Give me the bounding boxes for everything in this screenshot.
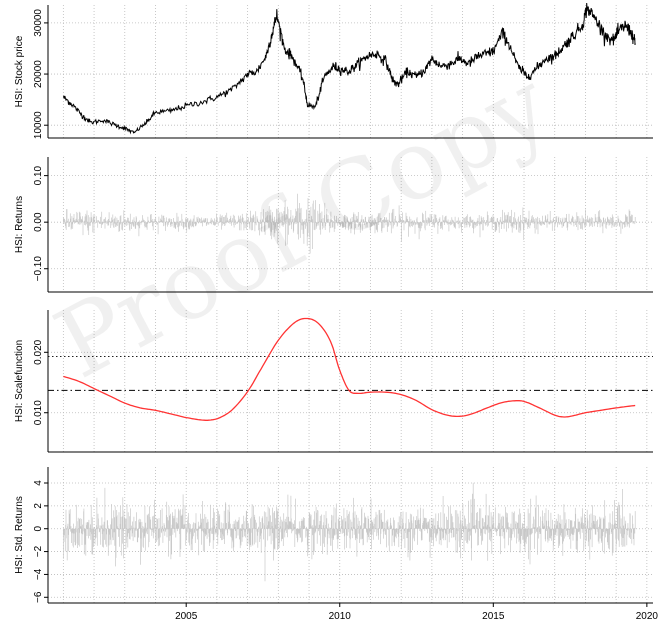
series-line-std-returns xyxy=(63,482,636,582)
x-tick-label: 2020 xyxy=(636,611,659,622)
y-tick-label: 0.020 xyxy=(33,339,44,364)
series-line-scalefunction xyxy=(63,317,636,421)
y-tick-label: 2 xyxy=(33,503,44,509)
y-tick-label: 30000 xyxy=(33,9,44,37)
y-axis-label: HSI: Std. Returns xyxy=(14,496,25,574)
y-tick-label: −2 xyxy=(33,545,44,557)
panel-3: 0.010 0.020 HSI: Scalefunction xyxy=(14,310,653,453)
y-tick-label: −4 xyxy=(33,568,44,580)
y-tick-label: 10000 xyxy=(33,111,44,139)
y-axis-label: HSI: Returns xyxy=(14,196,25,253)
panel-1: 10000 20000 30000 HSI: Stock price xyxy=(14,2,653,139)
y-tick-label: 0.10 xyxy=(33,165,44,185)
series-line-returns xyxy=(63,193,636,254)
y-axis-label: HSI: Stock price xyxy=(14,35,25,107)
panel-2: −0.10 0.00 0.10 HSI: Returns xyxy=(14,157,653,293)
y-tick-label: 0 xyxy=(33,525,44,531)
y-tick-label: −6 xyxy=(33,591,44,603)
y-axis-label: HSI: Scalefunction xyxy=(14,340,25,422)
x-tick-label: 2005 xyxy=(175,611,198,622)
x-tick-label: 2010 xyxy=(329,611,352,622)
y-tick-label: 20000 xyxy=(33,60,44,88)
x-tick-label: 2015 xyxy=(482,611,505,622)
y-tick-label: −0.10 xyxy=(33,256,44,282)
y-tick-label: 4 xyxy=(33,480,44,486)
panel-4: −6 −4 −2 0 2 4 HSI: Std. Returns 2005 2010 2015 20… xyxy=(14,467,658,622)
series-line-stock-price xyxy=(62,2,636,135)
y-tick-label: 0.010 xyxy=(33,400,44,425)
y-tick-label: 0.00 xyxy=(33,212,44,232)
